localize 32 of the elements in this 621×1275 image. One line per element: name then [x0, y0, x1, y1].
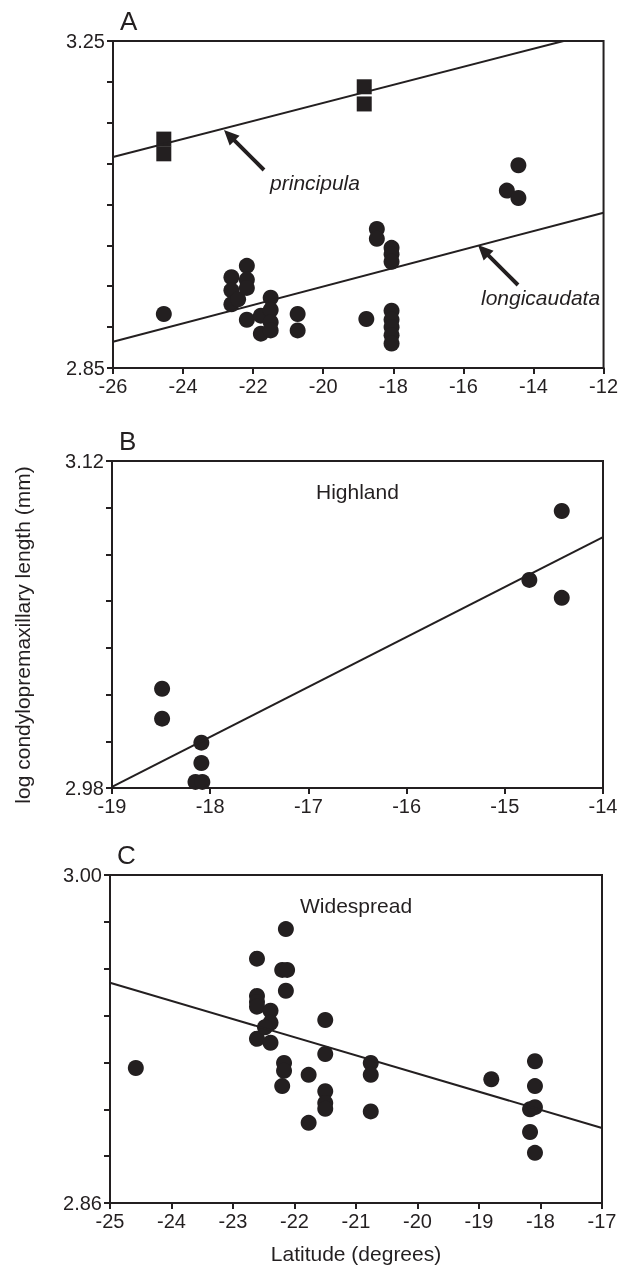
- x-tick-label: -18: [526, 1210, 555, 1232]
- x-tick-label: -16: [448, 375, 478, 397]
- annotation: Highland: [316, 480, 399, 503]
- x-tick-label: -14: [588, 795, 618, 817]
- x-tick-label: -21: [341, 1210, 371, 1232]
- x-tick-label: -23: [218, 1210, 248, 1232]
- x-tick-label: -17: [293, 795, 323, 817]
- y-tick-label: 3.25: [66, 30, 105, 52]
- x-tick-label: -20: [403, 1210, 432, 1232]
- x-tick-label: -18: [378, 375, 408, 397]
- x-tick-label: -15: [490, 795, 520, 817]
- x-tick-label: -20: [308, 375, 338, 397]
- x-tick-label: -22: [238, 375, 268, 397]
- x-tick-label: -12: [589, 375, 618, 397]
- x-tick-label: -16: [392, 795, 422, 817]
- x-tick-label: -24: [157, 1210, 186, 1232]
- x-tick-label: -19: [464, 1210, 494, 1232]
- annotation: longicaudata: [481, 285, 601, 309]
- chart-title: B: [119, 426, 137, 456]
- x-tick-label: -22: [280, 1210, 309, 1232]
- x-tick-label: -18: [195, 795, 225, 817]
- x-tick-label: -24: [168, 375, 198, 397]
- chart-title: C: [117, 840, 136, 870]
- annotation: Widespread: [300, 894, 413, 917]
- y-tick-label: 3.00: [63, 864, 102, 886]
- x-axis-title: Latitude (degrees): [270, 1242, 442, 1265]
- annotation: principula: [270, 171, 360, 195]
- x-tick-label: -17: [587, 1210, 617, 1232]
- x-tick-label: -14: [519, 375, 548, 397]
- chart-title: A: [120, 6, 138, 36]
- y-tick-label: 3.12: [65, 450, 104, 472]
- y-axis-title: log condylopremaxillary length (mm): [10, 465, 34, 804]
